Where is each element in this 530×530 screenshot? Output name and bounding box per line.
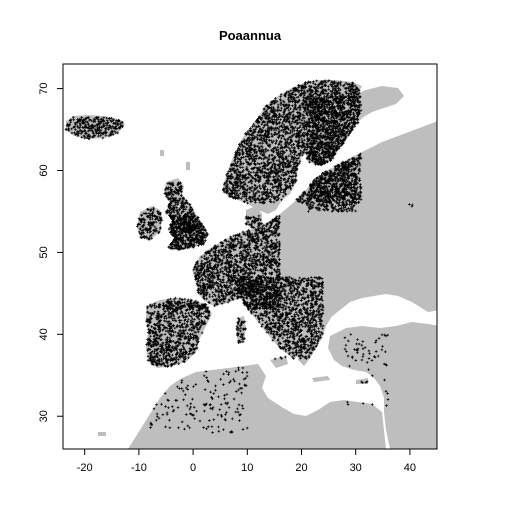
chart-title: Poaannua (219, 28, 282, 43)
land-faroe (160, 150, 164, 156)
land-shetland (186, 162, 190, 170)
map-plot-area (63, 64, 440, 449)
land-canaries (98, 432, 106, 436)
